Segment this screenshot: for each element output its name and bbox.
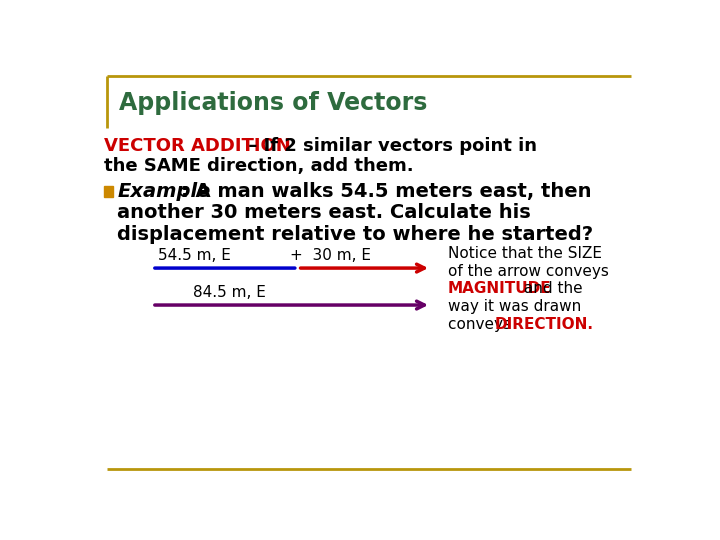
Text: MAGNITUDE: MAGNITUDE xyxy=(448,281,552,296)
Text: VECTOR ADDITION: VECTOR ADDITION xyxy=(104,137,291,154)
Text: : A man walks 54.5 meters east, then: : A man walks 54.5 meters east, then xyxy=(181,181,591,200)
Text: 84.5 m, E: 84.5 m, E xyxy=(193,285,266,300)
Text: Notice that the SIZE: Notice that the SIZE xyxy=(448,246,602,261)
Text: the SAME direction, add them.: the SAME direction, add them. xyxy=(104,158,413,176)
Text: conveys: conveys xyxy=(448,317,516,332)
Text: +  30 m, E: + 30 m, E xyxy=(289,248,371,264)
Text: another 30 meters east. Calculate his: another 30 meters east. Calculate his xyxy=(117,203,531,222)
Text: DIRECTION.: DIRECTION. xyxy=(495,317,593,332)
Text: Applications of Vectors: Applications of Vectors xyxy=(120,91,428,116)
Text: displacement relative to where he started?: displacement relative to where he starte… xyxy=(117,225,593,244)
Text: Example: Example xyxy=(117,181,210,200)
FancyBboxPatch shape xyxy=(104,186,113,197)
Text: of the arrow conveys: of the arrow conveys xyxy=(448,264,609,279)
Text: and the: and the xyxy=(519,281,583,296)
Text: way it was drawn: way it was drawn xyxy=(448,299,581,314)
Text: – If 2 similar vectors point in: – If 2 similar vectors point in xyxy=(242,137,537,154)
Text: 54.5 m, E: 54.5 m, E xyxy=(158,248,231,264)
